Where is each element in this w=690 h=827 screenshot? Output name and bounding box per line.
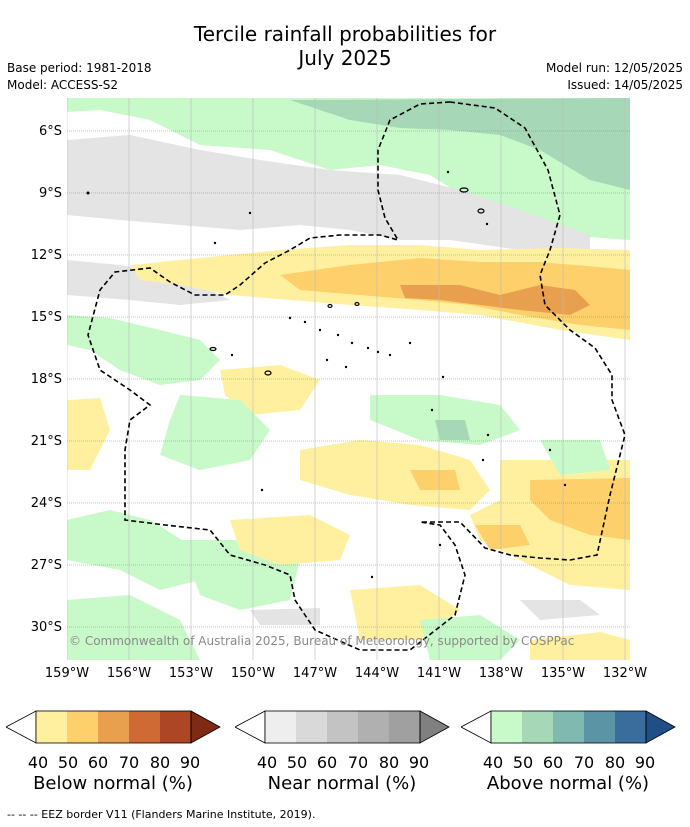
- below-normal-region: [475, 525, 530, 550]
- eez-border: [87, 101, 466, 651]
- issued-date: Issued: 14/05/2025: [567, 78, 683, 92]
- legend-tick: 40: [27, 753, 49, 772]
- near-normal-region: [520, 600, 600, 620]
- lon-label: 159°W: [44, 666, 90, 681]
- above-normal-region: [67, 510, 200, 590]
- eez-border: [420, 101, 626, 561]
- lon-label: 150°W: [230, 666, 276, 681]
- legend-tick: 80: [149, 753, 171, 772]
- lat-label: 18°S: [30, 372, 62, 387]
- above-normal-region: [290, 98, 630, 190]
- above-normal-region: [420, 615, 520, 660]
- colorbar-above-normal: [461, 710, 676, 744]
- lat-label: 6°S: [38, 124, 62, 139]
- lon-label: 156°W: [106, 666, 152, 681]
- lat-label: 27°S: [30, 558, 62, 573]
- legend-tick: 90: [634, 753, 656, 772]
- below-normal-region: [67, 398, 110, 470]
- legend-tick: 70: [573, 753, 595, 772]
- below-normal-region: [530, 632, 630, 660]
- eez-border-note: -- -- -- EEZ border V11 (Flanders Marine…: [7, 808, 316, 821]
- legend-tick: 70: [347, 753, 369, 772]
- legend-above-normal: 40 50 60 70 80 90 Above normal (%): [461, 709, 677, 794]
- colorbar-near-normal: [235, 710, 450, 744]
- near-normal-region: [250, 608, 320, 625]
- legend-tick: 50: [57, 753, 79, 772]
- lon-label: 132°W: [602, 666, 648, 681]
- title-line-1: Tercile rainfall probabilities for: [193, 22, 497, 46]
- legend-tick: 70: [118, 753, 140, 772]
- below-normal-region: [230, 515, 350, 565]
- below-normal-region: [530, 478, 630, 540]
- legend-below-normal: 40 50 60 70 80 90 Below normal (%): [6, 709, 222, 794]
- lat-label: 21°S: [30, 434, 62, 449]
- above-normal-region: [67, 595, 200, 660]
- legend-tick: 90: [408, 753, 430, 772]
- copyright-notice: © Commonwealth of Australia 2025, Bureau…: [69, 634, 575, 648]
- legend-tick: 60: [316, 753, 338, 772]
- title-line-2: July 2025: [298, 46, 392, 70]
- legend-tick: 60: [542, 753, 564, 772]
- legend-near-normal: 40 50 60 70 80 90 Near normal (%): [235, 709, 451, 794]
- below-normal-region: [410, 470, 460, 490]
- above-normal-region: [160, 395, 270, 470]
- lat-label: 12°S: [30, 248, 62, 263]
- legend-tick: 60: [87, 753, 109, 772]
- above-normal-region: [67, 315, 220, 385]
- colorbar-below-normal: [6, 710, 221, 744]
- legend-tick: 40: [256, 753, 278, 772]
- run-info: Model run: 12/05/2025 Issued: 14/05/2025: [546, 60, 683, 94]
- near-normal-region: [67, 135, 590, 250]
- model-run-date: Model run: 12/05/2025: [545, 61, 683, 75]
- base-period: Base period: 1981-2018: [7, 61, 152, 75]
- lat-label: 9°S: [38, 186, 62, 201]
- near-normal-region: [67, 260, 230, 305]
- legend-tick: 50: [512, 753, 534, 772]
- map-title: Tercile rainfall probabilities for July …: [0, 22, 690, 70]
- lon-label: 147°W: [292, 666, 338, 681]
- rainfall-probability-map: [67, 98, 630, 660]
- lon-label: 138°W: [478, 666, 524, 681]
- legend-title: Below normal (%): [33, 773, 193, 794]
- lat-label: 24°S: [30, 496, 62, 511]
- legend-tick: 80: [378, 753, 400, 772]
- below-normal-region: [220, 365, 320, 415]
- above-normal-region: [540, 440, 610, 475]
- legend-title: Near normal (%): [267, 773, 417, 794]
- lon-label: 135°W: [540, 666, 586, 681]
- legend-tick: 90: [179, 753, 201, 772]
- lon-label: 144°W: [354, 666, 400, 681]
- model-info: Base period: 1981-2018 Model: ACCESS-S2: [7, 60, 152, 94]
- below-normal-region: [300, 440, 490, 510]
- legend-title: Above normal (%): [486, 773, 650, 794]
- model-name: Model: ACCESS-S2: [7, 78, 119, 92]
- lat-label: 30°S: [30, 620, 62, 635]
- legend-tick: 50: [286, 753, 308, 772]
- legend-tick: 40: [482, 753, 504, 772]
- above-normal-region: [435, 420, 470, 440]
- lat-label: 15°S: [30, 310, 62, 325]
- lon-label: 153°W: [168, 666, 214, 681]
- legend-tick: 80: [604, 753, 626, 772]
- lon-label: 141°W: [416, 666, 462, 681]
